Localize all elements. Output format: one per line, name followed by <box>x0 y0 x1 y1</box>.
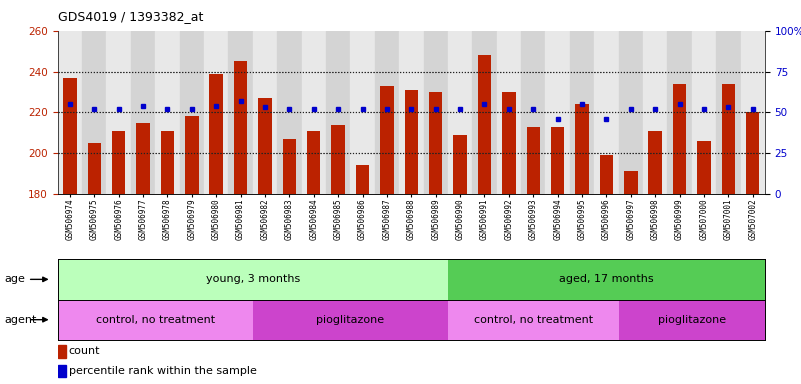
Bar <box>453 135 467 194</box>
Bar <box>161 131 174 194</box>
Bar <box>424 31 448 194</box>
Bar <box>429 92 442 194</box>
Bar <box>350 31 375 194</box>
Bar <box>692 31 716 194</box>
Bar <box>477 55 491 194</box>
Text: age: age <box>4 274 25 285</box>
Bar <box>673 84 686 194</box>
Text: aged, 17 months: aged, 17 months <box>559 274 654 285</box>
Bar <box>746 112 759 194</box>
Bar <box>185 116 199 194</box>
Bar <box>722 84 735 194</box>
Bar <box>448 31 473 194</box>
Bar <box>356 166 369 194</box>
Bar <box>204 31 228 194</box>
Bar <box>594 31 618 194</box>
Bar <box>375 31 399 194</box>
Bar <box>179 31 204 194</box>
Text: young, 3 months: young, 3 months <box>206 274 300 285</box>
Bar <box>58 300 253 340</box>
Bar <box>112 131 125 194</box>
Bar <box>526 127 540 194</box>
Bar <box>649 131 662 194</box>
Bar <box>82 31 107 194</box>
Bar <box>58 31 82 194</box>
Bar <box>618 300 765 340</box>
Bar <box>301 31 326 194</box>
Bar <box>473 31 497 194</box>
Text: control, no treatment: control, no treatment <box>473 314 593 325</box>
Bar <box>741 31 765 194</box>
Bar <box>667 31 692 194</box>
Bar <box>234 61 248 194</box>
Text: percentile rank within the sample: percentile rank within the sample <box>69 366 256 376</box>
Bar <box>618 31 643 194</box>
Bar <box>277 31 301 194</box>
Bar <box>716 31 741 194</box>
Bar <box>448 259 765 300</box>
Bar <box>58 259 448 300</box>
Bar <box>545 31 570 194</box>
Bar <box>253 31 277 194</box>
Bar <box>521 31 545 194</box>
Bar <box>570 31 594 194</box>
Bar <box>326 31 350 194</box>
Bar <box>136 122 150 194</box>
Bar <box>698 141 710 194</box>
Bar <box>624 172 638 194</box>
Bar <box>210 74 223 194</box>
Bar <box>87 143 101 194</box>
Text: control, no treatment: control, no treatment <box>95 314 215 325</box>
Bar <box>258 98 272 194</box>
Bar <box>643 31 667 194</box>
Bar <box>283 139 296 194</box>
Bar <box>63 78 77 194</box>
Text: GDS4019 / 1393382_at: GDS4019 / 1393382_at <box>58 10 203 23</box>
Bar <box>107 31 131 194</box>
Bar <box>307 131 320 194</box>
Bar <box>600 155 613 194</box>
Bar <box>551 127 565 194</box>
Text: count: count <box>69 346 100 356</box>
Bar <box>497 31 521 194</box>
Bar <box>155 31 179 194</box>
Bar <box>380 86 393 194</box>
Text: agent: agent <box>4 314 36 325</box>
Bar <box>405 90 418 194</box>
Bar <box>58 345 66 358</box>
Bar <box>575 104 589 194</box>
Bar <box>131 31 155 194</box>
Bar <box>399 31 424 194</box>
Bar <box>228 31 253 194</box>
Bar <box>253 300 448 340</box>
Bar <box>332 124 345 194</box>
Bar <box>448 300 618 340</box>
Bar <box>502 92 516 194</box>
Text: pioglitazone: pioglitazone <box>316 314 384 325</box>
Text: pioglitazone: pioglitazone <box>658 314 726 325</box>
Bar <box>58 365 66 377</box>
